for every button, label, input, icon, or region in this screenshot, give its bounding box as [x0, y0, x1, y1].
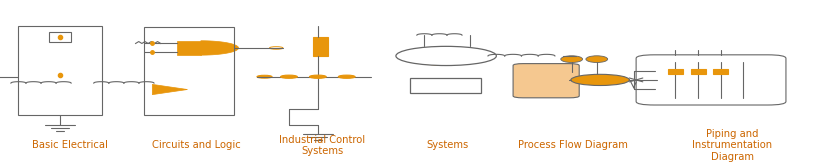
Bar [18, 26, 102, 115]
Bar [667, 69, 682, 74]
Circle shape [280, 75, 297, 78]
Circle shape [570, 74, 629, 85]
Bar [690, 69, 705, 74]
Bar [177, 41, 201, 55]
Text: Process Flow Diagram: Process Flow Diagram [517, 140, 628, 150]
Bar [410, 78, 481, 93]
Polygon shape [410, 58, 463, 66]
Text: Circuits and Logic: Circuits and Logic [152, 140, 241, 150]
Text: Basic Electrical: Basic Electrical [32, 140, 107, 150]
Circle shape [338, 75, 354, 78]
Ellipse shape [560, 56, 582, 63]
Ellipse shape [585, 56, 607, 63]
Text: Piping and
Instrumentation
Diagram: Piping and Instrumentation Diagram [691, 129, 772, 162]
FancyBboxPatch shape [512, 64, 579, 98]
Text: Systems: Systems [426, 140, 468, 150]
Circle shape [395, 46, 496, 66]
Bar [49, 32, 71, 42]
Bar [712, 69, 727, 74]
Bar [313, 37, 328, 56]
Circle shape [257, 75, 272, 78]
FancyBboxPatch shape [635, 55, 785, 105]
Polygon shape [201, 41, 238, 55]
Polygon shape [152, 84, 187, 95]
Circle shape [269, 47, 283, 49]
Circle shape [309, 75, 326, 78]
Bar [144, 27, 233, 115]
Text: Industrial Control
Systems: Industrial Control Systems [279, 135, 364, 156]
